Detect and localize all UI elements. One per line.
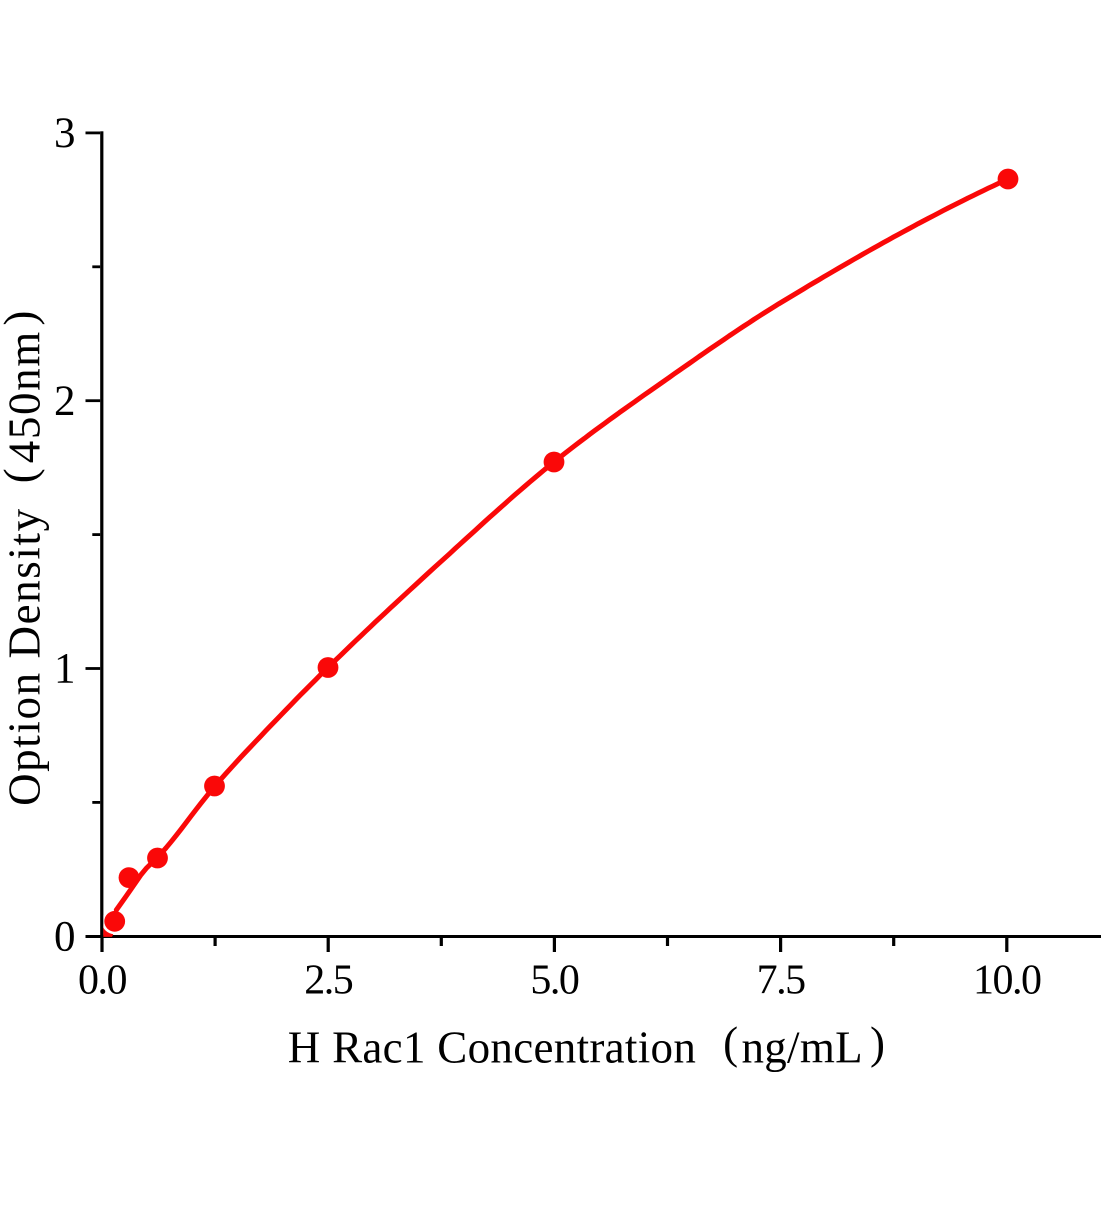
svg-text:Option Density(450nm): Option Density(450nm) xyxy=(0,309,50,806)
svg-text:5.0: 5.0 xyxy=(530,958,579,1004)
svg-text:2.5: 2.5 xyxy=(304,958,353,1004)
svg-text:0: 0 xyxy=(54,914,76,961)
svg-text:7.5: 7.5 xyxy=(757,958,806,1004)
svg-text:H Rac1 Concentration(ng/mL): H Rac1 Concentration (ng/mL) xyxy=(288,1018,885,1073)
svg-text:0.0: 0.0 xyxy=(78,958,127,1004)
svg-text:3: 3 xyxy=(54,110,76,157)
svg-text:1: 1 xyxy=(54,646,76,693)
svg-text:10.0: 10.0 xyxy=(973,958,1041,1004)
svg-text:2: 2 xyxy=(54,378,76,425)
